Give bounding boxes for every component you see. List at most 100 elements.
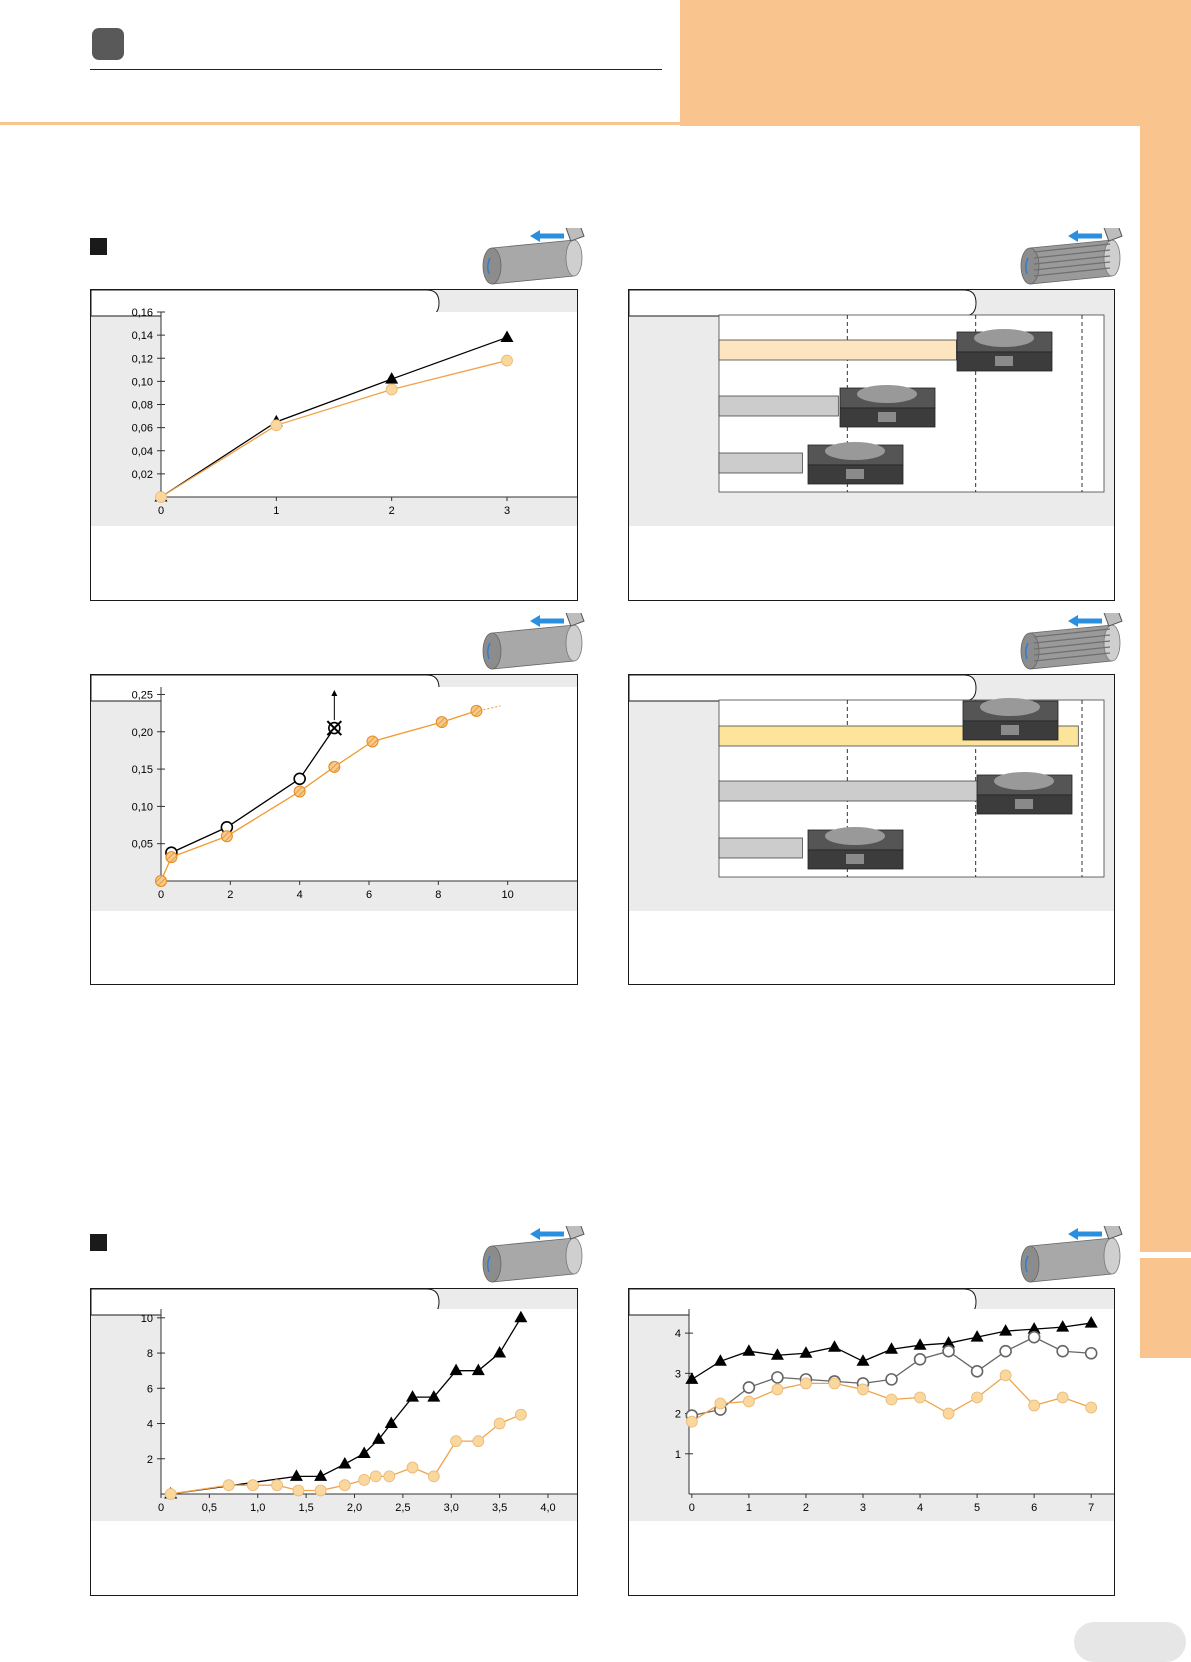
plot-area xyxy=(161,312,577,497)
circle-marker xyxy=(338,1479,351,1492)
triangle-marker xyxy=(357,1446,371,1458)
circle-marker xyxy=(942,1407,955,1420)
circle-marker xyxy=(1028,1399,1041,1412)
circle-marker xyxy=(271,1479,283,1492)
triangle-marker xyxy=(856,1354,870,1366)
triangle-marker xyxy=(338,1457,352,1469)
rotation-arrow xyxy=(1024,1255,1029,1273)
rotation-arrow xyxy=(486,642,491,660)
x-tick-label: 2 xyxy=(389,505,395,517)
series-line xyxy=(160,336,508,498)
spline-groove xyxy=(1033,634,1111,644)
workpiece-end xyxy=(565,624,583,662)
x-tick-label: 5 xyxy=(974,1502,980,1514)
circle-marker xyxy=(828,1377,841,1390)
chart-title-tab xyxy=(629,675,977,702)
open-circle-marker xyxy=(1056,1344,1069,1358)
trend-extension xyxy=(483,705,501,711)
chart-4 xyxy=(629,675,1114,911)
feed-arrow-head xyxy=(530,615,540,627)
spline-groove xyxy=(1033,255,1111,265)
hatched-circle-marker xyxy=(293,785,306,798)
insert-edge-shading xyxy=(825,442,885,460)
circle-marker xyxy=(800,1377,812,1390)
y-tick-label: 0,25 xyxy=(132,689,153,701)
circle-marker xyxy=(270,419,283,432)
workpiece-smooth-icon xyxy=(1020,1226,1123,1283)
chart-2 xyxy=(629,290,1114,526)
triangle-marker xyxy=(406,1390,420,1402)
workpiece-front xyxy=(1020,632,1040,670)
y-tick-label: 3 xyxy=(675,1368,681,1380)
workpiece-front xyxy=(482,1245,502,1283)
workpiece-front xyxy=(1020,247,1040,285)
triangle-marker xyxy=(970,1330,984,1342)
spline-groove xyxy=(1033,267,1111,277)
workpiece-splined-icon xyxy=(1020,613,1123,670)
triangle-marker xyxy=(493,1346,507,1358)
workpiece-end xyxy=(565,239,583,277)
hatched-circle-marker xyxy=(220,830,233,843)
series-2 xyxy=(164,1408,527,1500)
x-tick-label: 4,0 xyxy=(540,1502,555,1514)
hatched-circle-marker xyxy=(155,875,167,887)
workpiece-smooth-icon xyxy=(482,228,585,285)
y-tick-label: 0,02 xyxy=(132,469,153,481)
series-2 xyxy=(155,704,501,887)
workpiece-end xyxy=(1103,1237,1121,1275)
x-tick-label: 3 xyxy=(860,1502,866,1514)
y-tick-label: 0,04 xyxy=(132,446,153,458)
circle-marker xyxy=(155,491,167,503)
chart-panel-2 xyxy=(628,289,1115,601)
series-line xyxy=(160,710,477,882)
y-tick-label: 0,14 xyxy=(132,330,153,342)
spline-groove xyxy=(1033,261,1111,271)
wear-mark xyxy=(1001,725,1019,735)
x-tick-label: 2,0 xyxy=(347,1502,362,1514)
cutting-insert xyxy=(565,1226,585,1240)
chart-panel-4 xyxy=(628,674,1115,985)
spline-groove xyxy=(1033,640,1111,650)
cutting-insert xyxy=(1103,228,1123,242)
wear-mark xyxy=(878,412,896,422)
y-tick-label: 6 xyxy=(147,1383,153,1395)
bar xyxy=(718,452,803,474)
bar xyxy=(718,837,803,859)
circle-marker xyxy=(472,1435,485,1448)
open-circle-marker xyxy=(771,1371,784,1384)
open-circle-marker xyxy=(1084,1346,1098,1360)
plot-area xyxy=(161,687,577,881)
series-line xyxy=(171,727,335,854)
triangle-marker xyxy=(1027,1322,1041,1334)
workpiece-front xyxy=(1020,1245,1040,1283)
circle-marker xyxy=(857,1383,869,1396)
open-circle-marker xyxy=(742,1381,756,1394)
series-1 xyxy=(164,1310,528,1499)
y-tick-label: 0,20 xyxy=(132,727,153,739)
circle-marker xyxy=(164,1488,177,1500)
chart-title-tab xyxy=(629,290,977,317)
x-tick-label: 2 xyxy=(227,889,233,901)
triangle-marker xyxy=(1056,1320,1070,1332)
hatched-circle-marker xyxy=(328,760,341,773)
series-1 xyxy=(685,1316,1098,1384)
triangle-marker xyxy=(289,1469,303,1481)
bar xyxy=(718,780,980,802)
y-tick-label: 0,12 xyxy=(132,353,153,365)
circle-marker xyxy=(222,1479,235,1492)
triangle-marker xyxy=(500,330,514,342)
series-line xyxy=(170,1414,522,1495)
insert-edge-shading xyxy=(974,329,1034,347)
x-tick-label: 7 xyxy=(1088,1502,1094,1514)
triangle-marker xyxy=(514,1310,528,1323)
circle-marker xyxy=(999,1369,1012,1382)
wear-mark xyxy=(846,854,864,864)
triangle-marker xyxy=(372,1432,386,1444)
circle-marker xyxy=(369,1470,382,1483)
triangle-marker xyxy=(713,1354,727,1366)
cutting-insert xyxy=(1103,613,1123,627)
x-tick-label: 2,5 xyxy=(395,1502,410,1514)
open-circle-marker xyxy=(999,1344,1012,1358)
x-tick-label: 4 xyxy=(297,889,303,901)
triangle-marker xyxy=(385,372,399,384)
